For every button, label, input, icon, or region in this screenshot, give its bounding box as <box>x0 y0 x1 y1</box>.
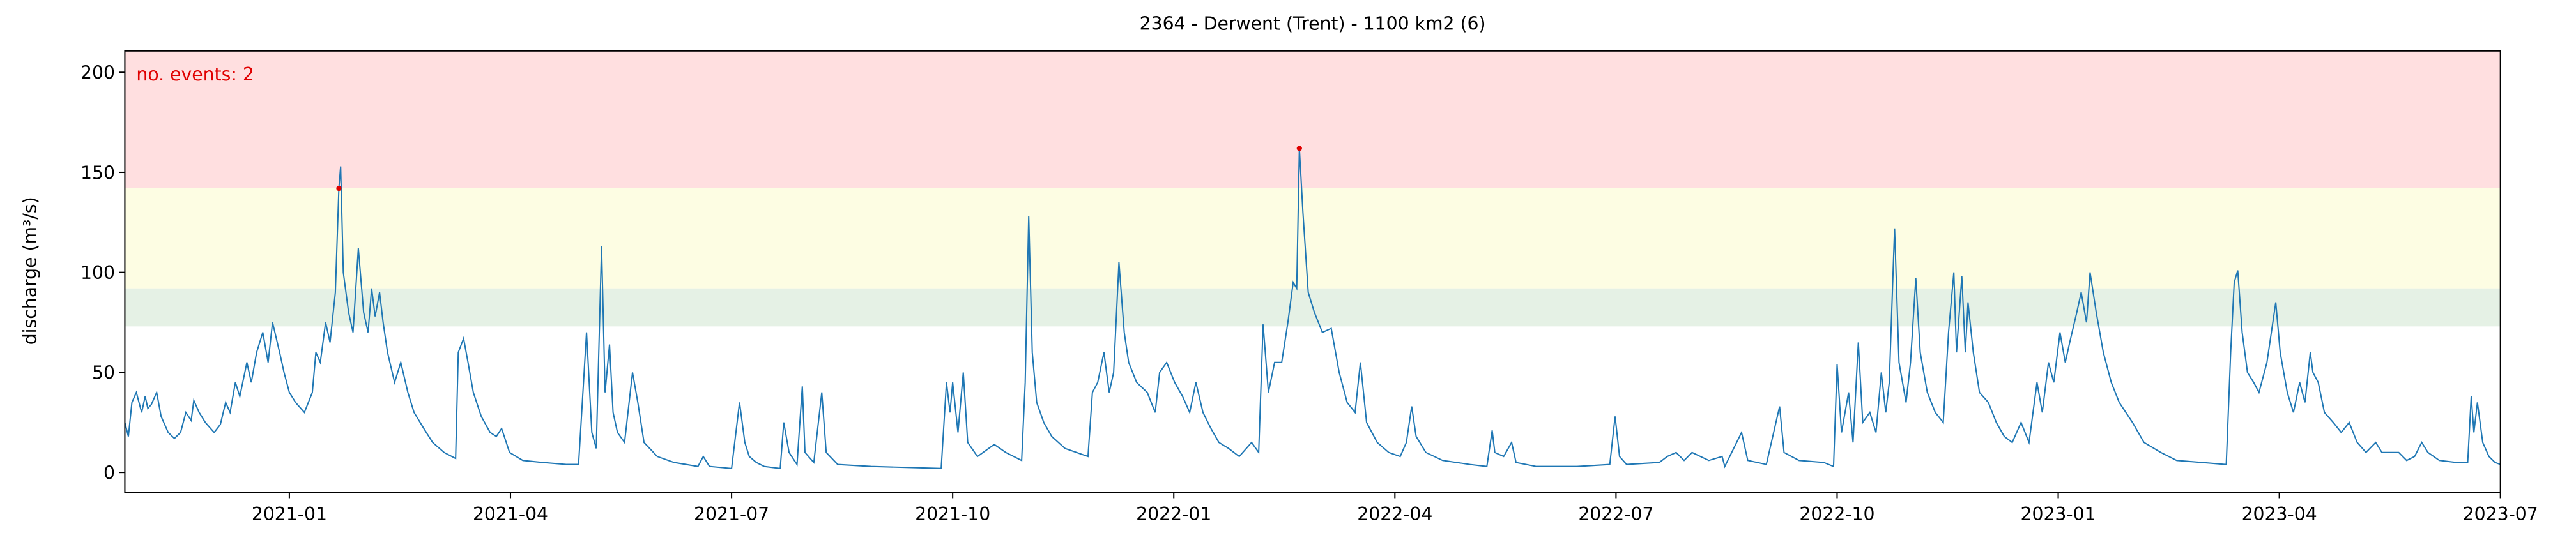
x-tick-label: 2022-04 <box>1357 504 1432 525</box>
x-tick-label: 2021-04 <box>473 504 548 525</box>
y-tick-label: 100 <box>80 262 115 283</box>
x-tick-label: 2023-01 <box>2020 504 2096 525</box>
event-marker <box>1296 146 1302 151</box>
x-tick-label: 2022-07 <box>1578 504 1653 525</box>
y-tick-label: 200 <box>80 63 115 84</box>
x-tick-label: 2021-01 <box>252 504 327 525</box>
x-tick-label: 2022-10 <box>1799 504 1874 525</box>
x-tick-label: 2021-10 <box>915 504 990 525</box>
x-tick-label: 2023-07 <box>2463 504 2538 525</box>
threshold-band <box>125 50 2501 189</box>
plot-frame <box>124 50 2501 493</box>
event-count: no. events: 2 <box>136 64 254 85</box>
x-tick-label: 2021-07 <box>694 504 769 525</box>
discharge-line <box>125 148 2501 469</box>
threshold-band <box>125 188 2501 289</box>
y-tick-label: 150 <box>80 162 115 183</box>
y-tick-label: 50 <box>92 363 115 384</box>
x-tick-label: 2023-04 <box>2242 504 2317 525</box>
y-tick-label: 0 <box>103 462 115 483</box>
event-marker <box>336 185 342 192</box>
x-tick-label: 2022-01 <box>1136 504 1211 525</box>
y-axis-label: discharge (m³/s) <box>20 197 41 345</box>
chart-title: 2364 - Derwent (Trent) - 1100 km2 (6) <box>1140 13 1486 34</box>
